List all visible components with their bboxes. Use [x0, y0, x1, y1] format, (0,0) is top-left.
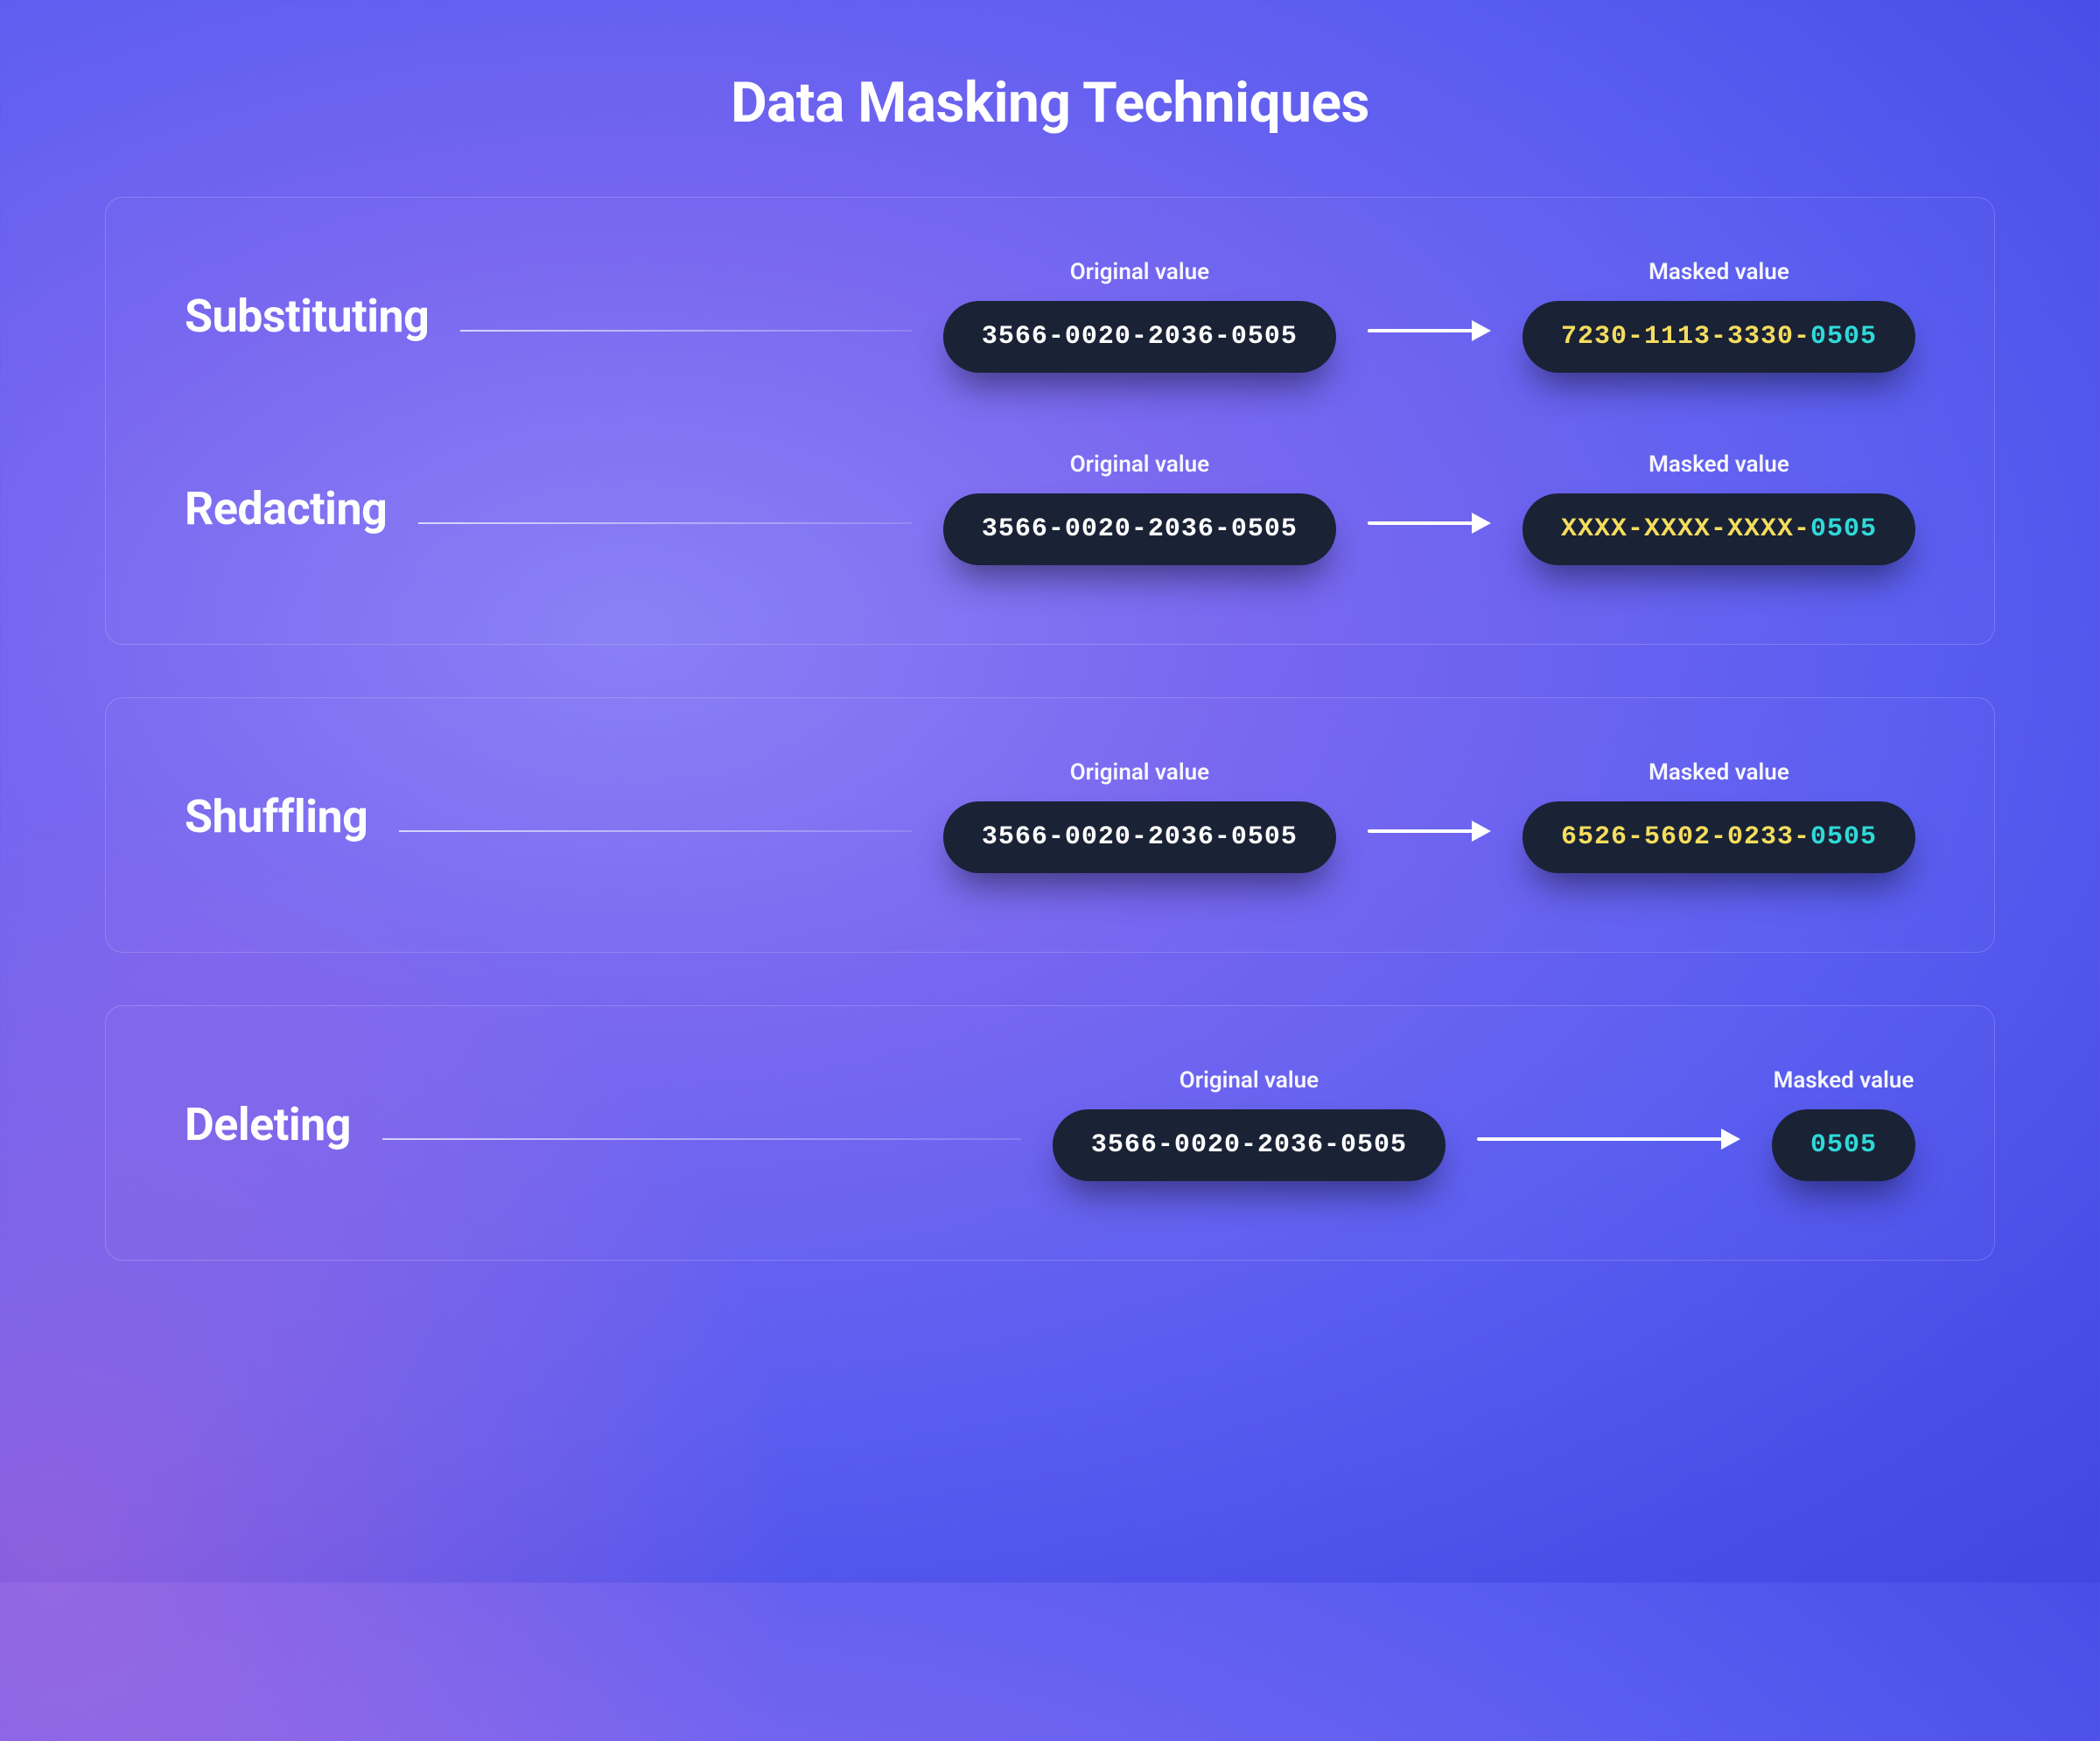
masked-label: Masked value	[1774, 1067, 1914, 1094]
technique-row: Shuffling Original value 3566-0020-2036-05…	[185, 759, 1915, 873]
original-value-pill: 3566-0020-2036-0505	[943, 493, 1336, 565]
masked-prefix: XXXX-XXXX-XXXX-	[1561, 514, 1810, 544]
original-value-column: Original value 3566-0020-2036-0505	[943, 759, 1336, 873]
arrow-icon	[1368, 821, 1491, 842]
masked-value-pill: 0505	[1772, 1109, 1915, 1181]
masked-label: Masked value	[1648, 259, 1789, 285]
original-label: Original value	[1180, 1067, 1319, 1094]
arrow-icon	[1368, 513, 1491, 534]
masked-label: Masked value	[1648, 759, 1789, 786]
technique-name: Redacting	[185, 482, 387, 535]
arrow-icon	[1477, 1129, 1740, 1150]
connector-line	[399, 830, 912, 832]
original-label: Original value	[1070, 451, 1209, 478]
original-value-column: Original value 3566-0020-2036-0505	[943, 451, 1336, 565]
connector-line	[460, 330, 911, 332]
connector-line	[418, 522, 912, 524]
original-value-pill: 3566-0020-2036-0505	[943, 301, 1336, 373]
arrow-icon	[1368, 320, 1491, 341]
page-title: Data Masking Techniques	[105, 70, 1995, 136]
original-label: Original value	[1070, 759, 1209, 786]
masked-suffix: 0505	[1810, 822, 1877, 852]
masked-prefix: 7230-1113-3330-	[1561, 322, 1810, 352]
masked-label: Masked value	[1648, 451, 1789, 478]
technique-panel: Deleting Original value 3566-0020-2036-050…	[105, 1005, 1995, 1261]
technique-name: Shuffling	[185, 790, 368, 843]
masked-value-pill: XXXX-XXXX-XXXX-0505	[1522, 493, 1915, 565]
original-value-column: Original value 3566-0020-2036-0505	[943, 259, 1336, 373]
technique-panel: Substituting Original value 3566-0020-2036…	[105, 197, 1995, 645]
technique-name: Deleting	[185, 1098, 351, 1151]
connector-line	[382, 1138, 1021, 1140]
original-label: Original value	[1070, 259, 1209, 285]
masked-value-pill: 7230-1113-3330-0505	[1522, 301, 1915, 373]
original-value-pill: 3566-0020-2036-0505	[1053, 1109, 1446, 1181]
technique-panel: Shuffling Original value 3566-0020-2036-05…	[105, 697, 1995, 953]
masked-value-pill: 6526-5602-0233-0505	[1522, 801, 1915, 873]
masked-value-column: Masked value 6526-5602-0233-0505	[1522, 759, 1915, 873]
technique-row: Redacting Original value 3566-0020-2036-05…	[185, 451, 1915, 565]
panels-container: Substituting Original value 3566-0020-2036…	[105, 197, 1995, 1261]
original-value-column: Original value 3566-0020-2036-0505	[1053, 1067, 1446, 1181]
technique-name: Substituting	[185, 290, 429, 343]
masked-value-column: Masked value XXXX-XXXX-XXXX-0505	[1522, 451, 1915, 565]
masked-value-column: Masked value 7230-1113-3330-0505	[1522, 259, 1915, 373]
technique-row: Deleting Original value 3566-0020-2036-050…	[185, 1067, 1915, 1181]
masked-prefix: 6526-5602-0233-	[1561, 822, 1810, 852]
masked-value-column: Masked value 0505	[1772, 1067, 1915, 1181]
original-value-pill: 3566-0020-2036-0505	[943, 801, 1336, 873]
technique-row: Substituting Original value 3566-0020-2036…	[185, 259, 1915, 373]
masked-suffix: 0505	[1810, 1130, 1877, 1160]
masked-suffix: 0505	[1810, 322, 1877, 352]
masked-suffix: 0505	[1810, 514, 1877, 544]
